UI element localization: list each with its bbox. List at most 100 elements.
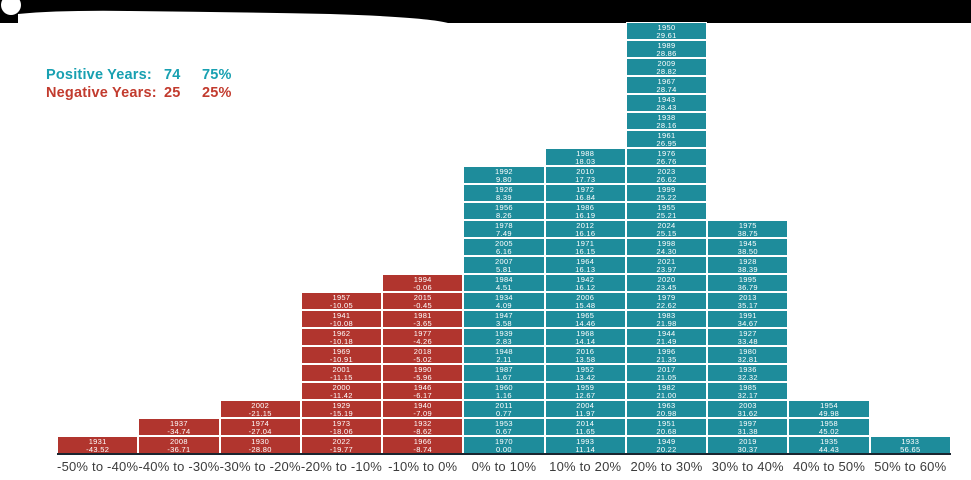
cell-year: 1970 (495, 437, 513, 446)
cell-return-value: 21.35 (656, 355, 677, 364)
cell-year: 1996 (657, 347, 676, 356)
histogram-cell-1927: 1927 33.48 (707, 328, 789, 346)
cell-return-value: 36.79 (737, 283, 758, 292)
histogram-cell-2018: 2018 -5.02 (382, 346, 464, 364)
cell-year: 1959 (576, 383, 595, 392)
x-axis-tick-label: 0% to 10% (471, 459, 537, 474)
cell-return-value: 32.81 (737, 355, 758, 364)
cell-year: 1984 (495, 275, 513, 284)
histogram-cell-1936: 1936 32.32 (707, 364, 789, 382)
cell-return-value: 28.86 (656, 49, 677, 58)
cell-year: 1956 (495, 203, 513, 212)
cell-return-value: 2.83 (496, 337, 512, 346)
cell-year: 2019 (738, 437, 757, 446)
cell-return-value: -0.45 (413, 301, 432, 310)
x-axis-tick-label: -30% to -20% (219, 459, 301, 474)
cell-return-value: 15.48 (575, 301, 596, 310)
cell-year: 1965 (576, 311, 595, 320)
x-axis-tick-label: 50% to 60% (874, 459, 947, 474)
cell-return-value: 23.45 (656, 283, 677, 292)
histogram-cell-1983: 1983 21.98 (625, 310, 708, 328)
histogram-cell-1990: 1990 -5.96 (382, 364, 464, 382)
cell-return-value: 38.50 (737, 247, 758, 256)
histogram-cell-1939: 1939 2.83 (463, 328, 545, 346)
cell-return-value: 1.67 (496, 373, 512, 382)
histogram-cell-1992: 1992 9.80 (463, 166, 545, 184)
cell-year: 1964 (576, 257, 595, 266)
cell-return-value: 21.00 (656, 391, 677, 400)
cell-return-value: 22.62 (656, 301, 677, 310)
cell-year: 1988 (576, 149, 595, 158)
histogram-cell-1996: 1996 21.35 (625, 346, 708, 364)
cell-year: 2007 (495, 257, 513, 266)
cell-return-value: 16.19 (575, 211, 596, 220)
cell-return-value: -36.71 (167, 445, 191, 454)
cell-year: 1985 (738, 383, 757, 392)
cell-year: 2021 (657, 257, 676, 266)
cell-year: 1966 (413, 437, 432, 446)
positive-years-pct: 75% (202, 67, 232, 83)
cell-year: 1939 (495, 329, 513, 338)
cell-return-value: 29.61 (656, 31, 677, 40)
histogram-cell-1980: 1980 32.81 (707, 346, 789, 364)
cell-year: 1998 (657, 239, 676, 248)
cell-return-value: 26.76 (656, 157, 677, 166)
cell-year: 2013 (738, 293, 757, 302)
x-axis-tick-label: 30% to 40% (711, 459, 784, 474)
cell-year: 1935 (820, 437, 838, 446)
histogram-column-3: 1957 -10.05 1941 -10.08 1962 -10.18 1969 -10.91… (300, 292, 383, 454)
cell-return-value: 7.49 (496, 229, 512, 238)
cell-return-value: -21.15 (248, 409, 272, 418)
cell-return-value: 45.02 (818, 427, 840, 436)
cell-return-value: 2.11 (496, 355, 512, 364)
cell-year: 1980 (738, 347, 757, 356)
cell-return-value: 3.58 (496, 319, 512, 328)
cell-year: 1944 (657, 329, 676, 338)
cell-return-value: 16.15 (575, 247, 596, 256)
cell-return-value: -5.02 (413, 355, 432, 364)
cell-return-value: -10.08 (329, 319, 353, 328)
cell-return-value: 32.17 (737, 391, 758, 400)
cell-return-value: 25.21 (656, 211, 677, 220)
cell-return-value: 49.98 (818, 409, 840, 418)
cell-return-value: 11.97 (575, 409, 596, 418)
histogram-cell-2007: 2007 5.81 (463, 256, 545, 274)
histogram-cell-2008: 2008 -36.71 (138, 436, 220, 454)
cell-return-value: -11.15 (330, 373, 353, 382)
histogram-cell-2022: 2022 -19.77 (300, 436, 383, 454)
cell-return-value: -27.04 (248, 427, 272, 436)
cell-return-value: 23.97 (656, 265, 677, 274)
cell-return-value: 1.16 (496, 391, 512, 400)
cell-year: 1997 (738, 419, 757, 428)
histogram-cell-1979: 1979 22.62 (625, 292, 708, 310)
cell-year: 1968 (576, 329, 595, 338)
cell-return-value: 21.05 (656, 373, 677, 382)
cell-year: 1995 (738, 275, 757, 284)
negative-years-pct: 25% (202, 85, 232, 101)
histogram-cell-2015: 2015 -0.45 (382, 292, 464, 310)
histogram-cell-1960: 1960 1.16 (463, 382, 545, 400)
histogram-cell-1926: 1926 8.39 (463, 184, 545, 202)
histogram-cell-1967: 1967 28.74 (625, 76, 708, 94)
histogram-cell-1964: 1964 16.13 (544, 256, 626, 274)
histogram-cell-1963: 1963 20.98 (625, 400, 708, 418)
cell-return-value: 31.62 (737, 409, 758, 418)
negative-years-count: 25 (164, 85, 181, 101)
cell-return-value: 25.22 (656, 193, 677, 202)
cell-year: 1977 (413, 329, 432, 338)
cell-year: 1999 (657, 185, 676, 194)
histogram-cell-1972: 1972 16.84 (544, 184, 626, 202)
histogram-cell-2010: 2010 17.73 (544, 166, 626, 184)
cell-year: 1947 (495, 311, 513, 320)
histogram-cell-1947: 1947 3.58 (463, 310, 545, 328)
histogram-cell-1970: 1970 0.00 (463, 436, 545, 454)
histogram-cell-1982: 1982 21.00 (625, 382, 708, 400)
histogram-cell-2020: 2020 23.45 (625, 274, 708, 292)
histogram-column-1: 1937 -34.74 2008 -36.71 (138, 418, 220, 454)
cell-return-value: 4.09 (496, 301, 512, 310)
cell-return-value: 14.46 (575, 319, 596, 328)
cell-return-value: 4.51 (496, 283, 512, 292)
cell-year: 2012 (576, 221, 595, 230)
cell-return-value: -3.65 (413, 319, 432, 328)
x-axis-tick-label: -50% to -40% (57, 459, 139, 474)
